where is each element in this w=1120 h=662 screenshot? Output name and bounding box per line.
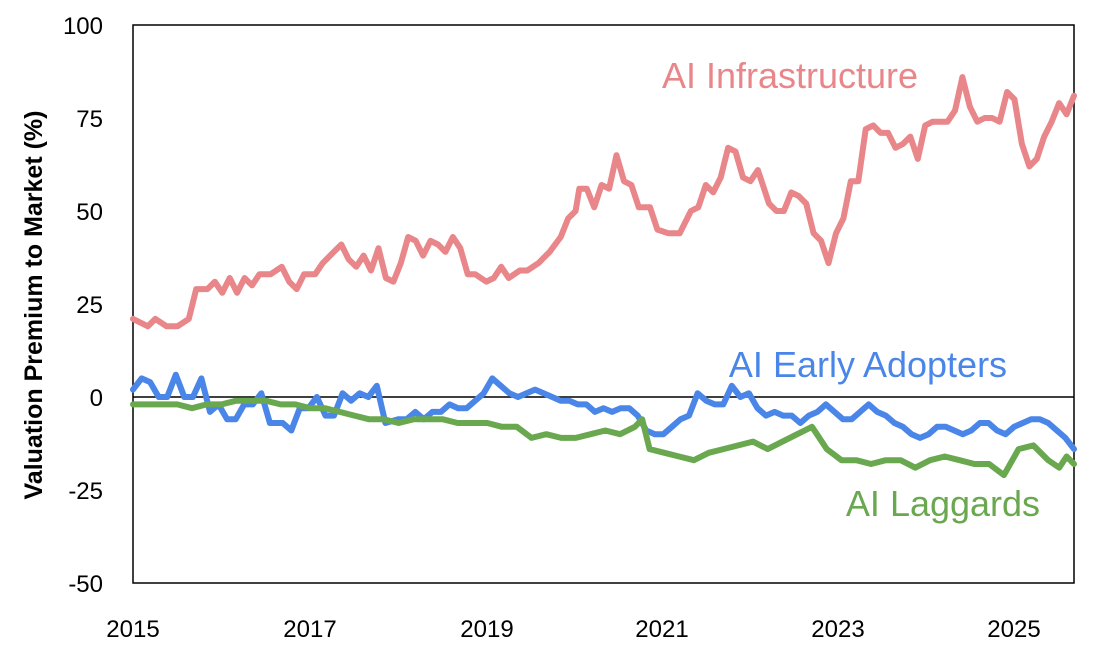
series-label-ai-laggards: AI Laggards xyxy=(846,483,1040,524)
series-labels: AI Infrastructure AI Early Adopters AI Lag… xyxy=(662,55,1040,524)
y-tick-label: 0 xyxy=(90,385,103,412)
series-label-ai-early-adopters: AI Early Adopters xyxy=(729,344,1007,385)
series-label-ai-infrastructure: AI Infrastructure xyxy=(662,55,918,96)
x-tick-label: 2017 xyxy=(283,616,336,643)
series-lines xyxy=(130,74,1077,479)
series-line-ai-laggards xyxy=(130,397,1077,479)
y-tick-label: -50 xyxy=(68,571,103,598)
y-tick-label: 100 xyxy=(63,13,103,40)
series-line-ai-early-adopters xyxy=(130,371,1077,453)
x-tick-label: 2023 xyxy=(811,616,864,643)
y-tick-label: -25 xyxy=(68,478,103,505)
y-axis-title: Valuation Premium to Market (%) xyxy=(20,111,48,500)
y-tick-labels: -50 -25 0 25 50 75 100 xyxy=(63,13,103,598)
plot-frame xyxy=(132,24,1075,584)
series-line-ai-infrastructure xyxy=(130,74,1077,330)
y-tick-label: 25 xyxy=(76,292,103,319)
y-tick-label: 75 xyxy=(76,106,103,133)
y-axis-title-group: Valuation Premium to Market (%) xyxy=(20,111,48,500)
y-tick-label: 50 xyxy=(76,199,103,226)
x-tick-label: 2019 xyxy=(460,616,513,643)
x-tick-label: 2021 xyxy=(635,616,688,643)
x-tick-label: 2025 xyxy=(987,616,1040,643)
plot-border xyxy=(132,24,1075,584)
x-tick-labels: 2015 2017 2019 2021 2023 2025 xyxy=(106,616,1040,643)
x-tick-label: 2015 xyxy=(106,616,159,643)
